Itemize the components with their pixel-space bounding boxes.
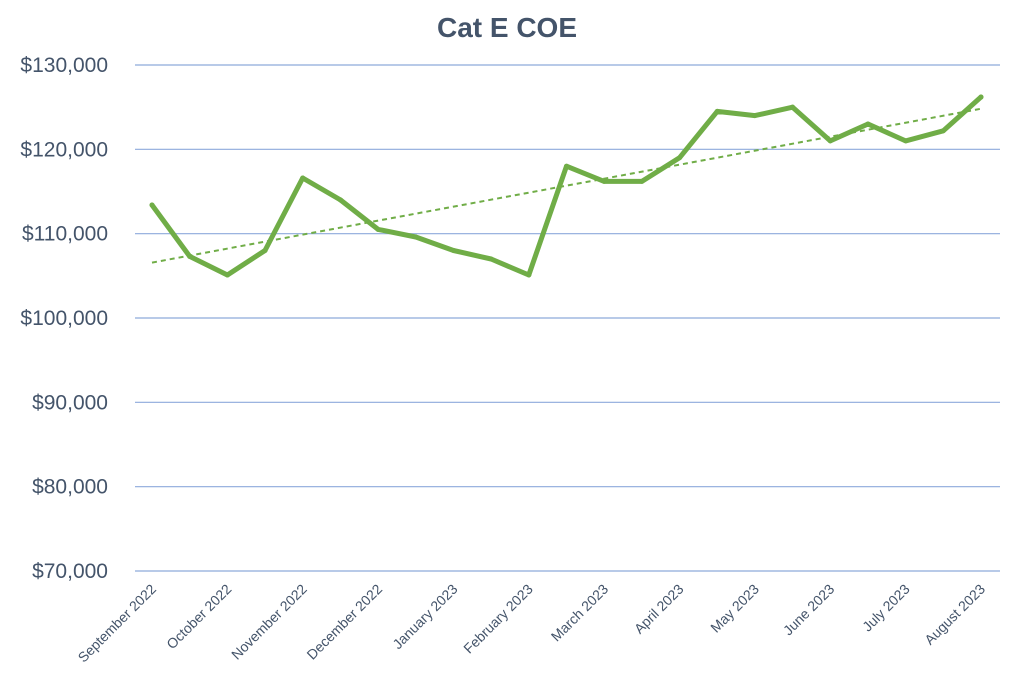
data-point	[149, 202, 155, 208]
y-tick-label: $70,000	[32, 560, 108, 583]
x-tick-label: November 2022	[228, 581, 310, 663]
x-tick-label: August 2023	[921, 581, 988, 648]
x-tick-label: December 2022	[303, 581, 385, 663]
data-point	[262, 248, 268, 254]
x-tick-label: May 2023	[707, 581, 762, 636]
data-point	[413, 234, 419, 240]
y-tick-label: $80,000	[32, 476, 108, 499]
series-line	[149, 94, 984, 278]
x-tick-label: March 2023	[548, 581, 612, 645]
x-tick-label: September 2022	[75, 581, 160, 666]
data-point	[714, 108, 720, 114]
data-point	[488, 256, 494, 262]
data-point	[827, 138, 833, 144]
y-tick-label: $90,000	[32, 391, 108, 414]
data-point	[224, 272, 230, 278]
y-tick-label: $110,000	[22, 223, 108, 246]
x-tick-label: July 2023	[859, 581, 913, 635]
data-point	[375, 226, 381, 232]
data-point	[677, 155, 683, 161]
data-point	[940, 128, 946, 134]
y-tick-label: $100,000	[20, 307, 108, 330]
x-tick-label: April 2023	[631, 581, 687, 637]
data-point	[526, 272, 532, 278]
x-tick-label: February 2023	[460, 581, 536, 657]
data-point	[187, 253, 193, 259]
data-point	[300, 175, 306, 181]
data-point	[450, 248, 456, 254]
data-point	[790, 104, 796, 110]
y-tick-label: $120,000	[20, 138, 108, 161]
data-point	[564, 163, 569, 169]
data-point	[752, 113, 758, 119]
data-point	[639, 178, 645, 184]
data-point	[601, 178, 607, 184]
data-point	[978, 94, 984, 100]
x-tick-label: January 2023	[389, 581, 460, 652]
data-point	[865, 121, 871, 127]
chart-title: Cat E COE	[436, 12, 578, 43]
x-tick-label: June 2023	[780, 581, 838, 639]
data-point	[337, 197, 343, 203]
x-tick-label: October 2022	[163, 581, 234, 652]
data-point	[903, 138, 909, 144]
y-tick-label: $130,000	[20, 54, 108, 77]
